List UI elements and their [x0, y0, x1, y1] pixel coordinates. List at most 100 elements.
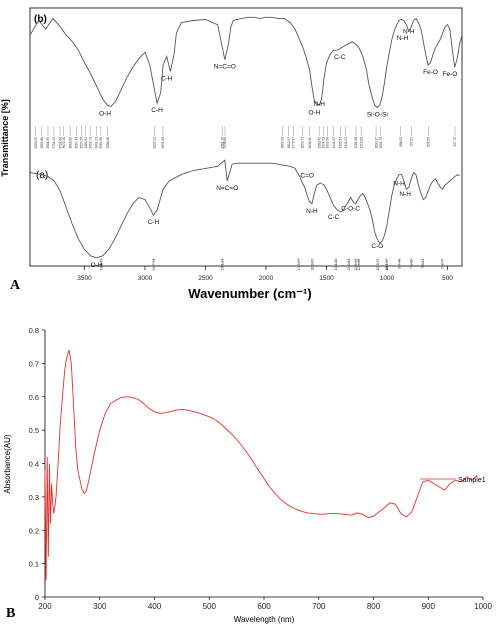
uv-y-tick-label: 0.5 [29, 426, 39, 435]
ir-annotation-a: O-H [91, 262, 103, 269]
ir-peak-b-label: 3364.58 [99, 137, 103, 149]
ir-peak-b-label: 1638.19 [308, 137, 312, 149]
ir-annotation-a: N-H [399, 191, 411, 198]
ir-peak-a-label: 2361.01 [220, 259, 224, 271]
uv-y-tick-label: 0.2 [29, 526, 39, 535]
ir-annotation-a: C-O-C [341, 206, 360, 213]
ir-x-tick-label: 3500 [77, 275, 92, 282]
ir-peak-a-label: 1313.81 [347, 259, 351, 271]
ir-annotation-b: O-H [99, 110, 111, 117]
ir-x-axis-label: Wavenumber (cm⁻¹) [188, 286, 311, 301]
ir-peak-b-label: 2923.12 [152, 137, 156, 149]
ir-peak-a-label: 1259.24 [354, 259, 358, 271]
panel-a-label: A [10, 278, 21, 293]
ir-peak-b-label: 1863.93 [281, 137, 285, 149]
ir-peak-b-label: 3751.92 [52, 137, 56, 149]
uv-x-tick-label: 200 [38, 602, 52, 611]
uv-series-line [44, 349, 478, 581]
ir-peak-b-label: 1051.73 [379, 137, 383, 149]
uv-spectrum-panel: Absorbance(AU) Wavelength (nm) B 200 300 4… [3, 326, 492, 624]
ir-annotation-a: C-C [328, 214, 340, 221]
uv-x-tick-label: 800 [367, 602, 381, 611]
ir-annotation-b: N=C=O [214, 64, 236, 71]
uv-axis-ticks: 200 300 400 500 600 700 800 900 1000 0 0.1 0.2 0.3 0.… [29, 326, 493, 611]
uv-y-tick-label: 0.7 [29, 359, 39, 368]
uv-y-tick-label: 0.1 [29, 560, 39, 569]
ir-x-tick-label: 3000 [138, 275, 153, 282]
series-b-label: (b) [34, 14, 47, 25]
uv-x-tick-label: 500 [203, 602, 217, 611]
ir-peak-a-label: 897.48 [398, 259, 402, 269]
ir-peak-b-label: 1560.42 [317, 137, 321, 149]
ir-annotation-b: Fe-O [442, 71, 457, 78]
ir-peak-b-label: 3801.35 [46, 137, 50, 149]
ir-peak-a-label: 1729.97 [297, 259, 301, 271]
ir-peak-b-label: 1699.71 [301, 137, 305, 149]
uv-x-tick-label: 400 [148, 602, 162, 611]
ir-peak-b-label: 3618.62 [68, 137, 72, 149]
ir-spectra-panel: Transmittance [%] Wavenumber (cm⁻¹) A (b… [0, 7, 463, 301]
uv-x-tick-label: 600 [257, 602, 271, 611]
ir-peak-b-label: 2361.74 [220, 137, 224, 149]
ir-peak-a-label: 1421.10 [334, 259, 338, 271]
ir-peak-b-label: 437.75 [453, 137, 457, 147]
ir-peak-a-label: 543.77 [440, 259, 444, 269]
ir-annotation-a: C-O [371, 243, 383, 250]
ir-peak-a-label: 3362.79 [99, 259, 103, 271]
uv-x-tick-label: 1000 [474, 602, 492, 611]
ir-peak-b-label: 1256.38 [354, 137, 358, 149]
uv-y-axis-label: Absorbance(AU) [3, 434, 12, 493]
ir-peak-a-label: 1619.07 [310, 259, 314, 271]
ir-series-line-a [29, 159, 460, 259]
uv-x-tick-label: 300 [93, 602, 107, 611]
ir-peak-b-label: 3672.40 [62, 137, 66, 149]
ir-peak-list-b: 3903.05 3851.86 3801.35 3751.92 3701.66 3672.… [34, 126, 457, 149]
ir-annotation-a: N=C=O [216, 185, 238, 192]
ir-peak-a-label: 703.01 [421, 259, 425, 269]
ir-peak-b-label: 3903.05 [34, 137, 38, 149]
ir-peak-b-label: 3401.22 [95, 137, 99, 149]
ir-peak-b-label: 1341.51 [344, 137, 348, 149]
ir-peak-b-label: 1090.17 [374, 137, 378, 149]
uv-x-tick-label: 700 [312, 602, 326, 611]
uv-y-tick-label: 0.4 [29, 460, 39, 469]
ir-series-lines [29, 16, 463, 259]
uv-y-tick-label: 0.6 [29, 393, 39, 402]
ir-peak-b-label: 3567.13 [75, 137, 79, 149]
ir-peak-a-label: 1073.77 [376, 259, 380, 271]
ir-peak-annotations: O-H C-H C-H N=C=O O-H N-H C-C Si-O-Si N-H N-H Fe-O… [91, 29, 458, 269]
ir-peak-a-label: 2927.73 [152, 259, 156, 271]
ir-peak-b-label: 3452.79 [88, 137, 92, 149]
uv-y-tick-label: 0.3 [29, 493, 39, 502]
ir-peak-b-label: 1385.27 [339, 137, 343, 149]
ir-annotation-a: N-H [306, 208, 318, 215]
panel-b-label: B [6, 606, 15, 621]
ir-peak-b-label: 658.55 [426, 137, 430, 147]
ir-x-tick-label: 2500 [198, 275, 213, 282]
ir-peak-b-label: 886.02 [399, 137, 403, 147]
ir-peak-b-label: 1493.58 [325, 137, 329, 149]
ir-x-tick-label: 1500 [319, 275, 334, 282]
ir-peak-b-label: 1524.31 [322, 137, 326, 149]
ir-annotation-b: C-H [161, 75, 173, 82]
ir-peak-a-label: 1234.08 [357, 259, 361, 271]
ir-series-line-b [29, 16, 463, 108]
ir-annotation-a: C=O [300, 172, 314, 179]
series-a-label: (a) [36, 170, 48, 181]
ir-annotation-b: N-H [397, 35, 409, 42]
ir-x-tick-label: 2000 [259, 275, 274, 282]
ir-plot-frame [29, 7, 463, 267]
ir-annotation-b: N-H [313, 101, 325, 108]
uv-y-tick-label: 0.8 [29, 326, 39, 335]
uv-x-axis-label: Wavelength (nm) [234, 615, 295, 624]
ir-peak-b-label: 2338.68 [223, 137, 227, 149]
ir-annotation-b: Si-O-Si [367, 111, 388, 118]
ir-peak-b-label: 3701.66 [58, 137, 62, 149]
ir-annotation-a: N-H [393, 181, 405, 188]
ir-peak-b-label: 3489.61 [84, 137, 88, 149]
ir-x-ticks: 3500 3000 2500 2000 1500 1000 500 [77, 266, 453, 282]
ir-peak-a-label: 799.05 [409, 259, 413, 269]
ir-annotation-b: C-H [151, 107, 163, 114]
ir-peak-b-label: 1812.07 [287, 137, 291, 149]
